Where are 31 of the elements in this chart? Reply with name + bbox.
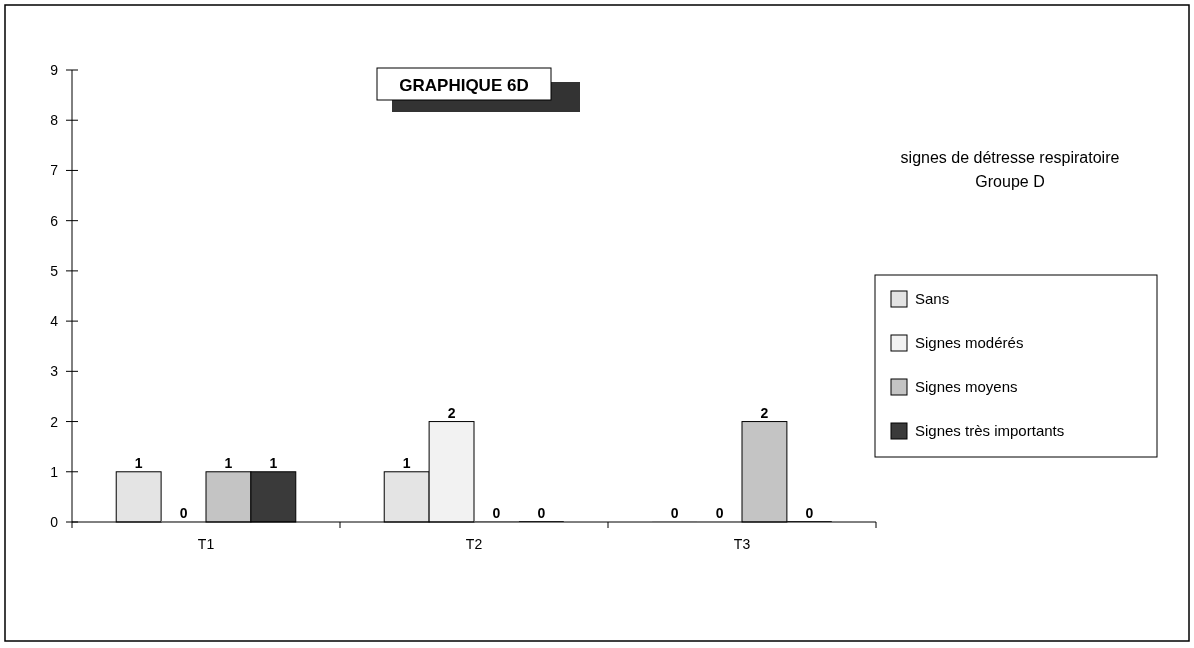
data-label: 2 <box>760 404 769 421</box>
y-tick-label: 0 <box>50 514 59 530</box>
legend-label: Signes très importants <box>915 422 1065 439</box>
y-tick-label: 6 <box>50 212 59 229</box>
data-label: 2 <box>447 404 456 421</box>
y-tick-label: 9 <box>50 62 59 78</box>
data-label: 1 <box>224 454 233 471</box>
x-tick-label: T1 <box>197 536 215 552</box>
y-tick-label: 4 <box>50 313 59 330</box>
data-label: 1 <box>402 454 411 471</box>
data-label: 0 <box>537 505 546 521</box>
legend-label: Signes modérés <box>915 334 1024 351</box>
data-label: 0 <box>492 505 501 521</box>
data-label: 0 <box>715 505 724 521</box>
data-label: 0 <box>179 505 188 521</box>
chart-title: GRAPHIQUE 6D <box>399 76 529 95</box>
data-label: 1 <box>134 454 143 471</box>
legend-label: Signes moyens <box>915 378 1018 395</box>
x-tick-label: T3 <box>733 536 751 552</box>
y-tick-label: 8 <box>50 112 59 129</box>
text: signes de détresse respiratoire Groupe D <box>900 149 1120 190</box>
y-tick-label: 1 <box>50 463 59 480</box>
legend-label: Sans <box>915 290 950 307</box>
y-tick-label: 5 <box>50 262 59 279</box>
data-label: 0 <box>805 505 814 521</box>
data-label: 1 <box>269 454 278 471</box>
y-tick-label: 2 <box>50 413 59 430</box>
y-tick-label: 7 <box>50 162 59 179</box>
data-label: 0 <box>670 505 679 521</box>
x-tick-label: T2 <box>465 536 483 552</box>
y-tick-label: 3 <box>50 363 59 380</box>
